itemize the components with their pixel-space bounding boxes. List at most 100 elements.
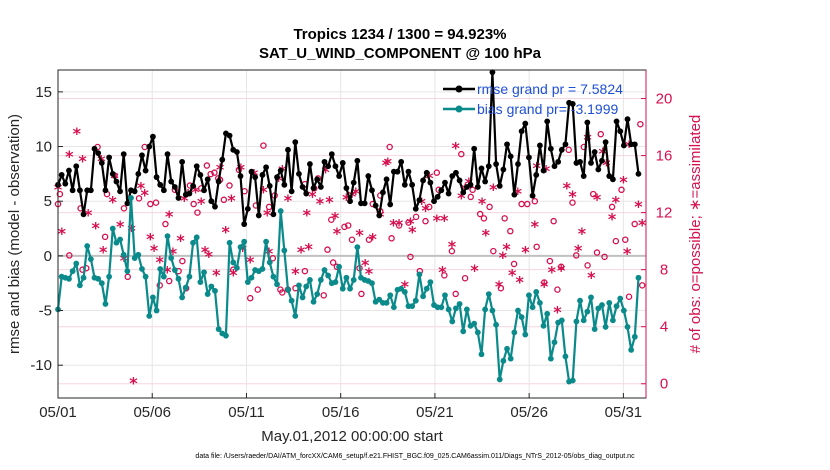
rmse-point — [241, 221, 248, 228]
y-right-tick-label: 4 — [660, 319, 668, 336]
obs-possible-marker — [531, 197, 539, 205]
rmse-point — [197, 172, 204, 178]
obs-assimilated-marker: * — [531, 217, 540, 236]
obs-possible-marker — [441, 272, 448, 279]
obs-assimilated-marker: * — [265, 244, 274, 263]
rmse-point — [193, 163, 200, 170]
rmse-point — [617, 128, 624, 135]
data-file-footer: data file: /Users/raeder/DAI/ATM_forcXX/… — [195, 453, 635, 460]
rmse-point — [332, 163, 339, 170]
obs-assimilated-marker: * — [163, 263, 172, 282]
legend-rmse-label: rmse grand pr = 7.5824 — [477, 81, 623, 97]
bias-point — [599, 302, 605, 308]
y-axis-right: 0 4 8 12 16 20 — [641, 70, 672, 398]
obs-assimilated-marker: * — [65, 147, 74, 166]
obs-assimilated-marker: * — [540, 277, 549, 296]
obs-possible-marker — [557, 263, 565, 271]
bias-point — [69, 268, 76, 275]
obs-possible-marker — [365, 236, 373, 243]
bias-point — [427, 279, 434, 286]
rmse-point — [120, 151, 127, 158]
obs-possible-marker — [608, 203, 616, 211]
bias-point — [347, 285, 353, 292]
rmse-point — [405, 168, 412, 175]
rmse-point — [431, 198, 437, 205]
obs-assimilated-marker: * — [78, 151, 87, 170]
obs-assimilated-marker: * — [382, 156, 391, 175]
obs-possible-marker — [448, 247, 456, 255]
rmse-point — [296, 170, 302, 177]
rmse-point — [558, 146, 565, 153]
obs-assimilated-marker: * — [638, 215, 647, 234]
rmse-point — [434, 193, 441, 200]
bias-point — [124, 268, 131, 275]
rmse-point — [369, 187, 375, 194]
obs-possible-marker — [412, 213, 420, 221]
rmse-point — [635, 170, 642, 177]
bias-point — [77, 282, 83, 289]
obs-assimilated-marker: * — [156, 253, 165, 272]
bias-point — [529, 304, 536, 311]
rmse-point — [102, 187, 109, 194]
bias-point — [266, 259, 273, 266]
obs-assimilated-marker: * — [304, 240, 313, 259]
rmse-point — [438, 187, 445, 194]
bias-point — [288, 297, 295, 304]
rmse-point — [599, 157, 605, 164]
obs-assimilated-marker: * — [514, 184, 523, 203]
rmse-point — [215, 178, 222, 185]
rmse-point — [285, 146, 291, 153]
bias-point — [212, 287, 218, 294]
obs-possible-marker — [190, 200, 197, 208]
obs-possible-marker — [501, 215, 508, 222]
bias-point — [80, 274, 87, 281]
bias-point — [153, 307, 160, 314]
obs-assimilated-marker: * — [587, 268, 596, 287]
obs-assimilated-marker: * — [165, 207, 174, 226]
bias-point — [146, 313, 153, 319]
x-tick-label: 05/26 — [510, 404, 548, 421]
bias-point — [635, 274, 642, 281]
bias-point — [383, 299, 390, 306]
rmse-point — [150, 133, 156, 140]
obs-possible-marker — [480, 215, 488, 222]
rmse-point — [321, 158, 328, 165]
bias-point — [84, 243, 91, 249]
bias-point — [87, 256, 94, 263]
bias-point — [109, 225, 116, 232]
obs-assimilated-marker: * — [227, 191, 236, 210]
rmse-point — [577, 158, 583, 165]
rmse-point — [204, 176, 211, 183]
obs-assimilated-marker: * — [342, 190, 351, 209]
rmse-point — [624, 116, 631, 123]
rmse-point — [394, 168, 401, 175]
obs-possible-marker — [533, 243, 540, 251]
obs-assimilated-marker: * — [316, 194, 325, 213]
obs-assimilated-marker: * — [201, 243, 210, 262]
obs-possible-marker — [631, 220, 638, 228]
bias-point — [489, 307, 496, 314]
rmse-point — [383, 176, 390, 183]
rmse-point — [485, 163, 492, 170]
bias-point — [471, 320, 478, 327]
rmse-point — [109, 170, 116, 177]
y-tick-label: 5 — [44, 193, 52, 210]
rmse-point — [562, 141, 569, 148]
rmse-point — [270, 211, 277, 218]
bias-point — [445, 306, 452, 313]
obs-assimilated-marker: * — [205, 247, 214, 266]
obs-possible-marker — [510, 260, 518, 268]
rmse-point — [591, 149, 598, 155]
bias-point — [303, 283, 310, 290]
obs-possible-marker — [254, 286, 262, 293]
obs-assimilated-marker: * — [563, 178, 572, 197]
rmse-point — [314, 176, 321, 183]
bias-point — [332, 279, 339, 286]
obs-assimilated-marker: * — [568, 187, 577, 206]
rmse-point — [361, 200, 368, 207]
rmse-point — [317, 184, 324, 190]
y-right-tick-label: 0 — [660, 376, 668, 393]
rmse-point — [255, 212, 262, 219]
obs-possible-marker — [341, 223, 348, 231]
